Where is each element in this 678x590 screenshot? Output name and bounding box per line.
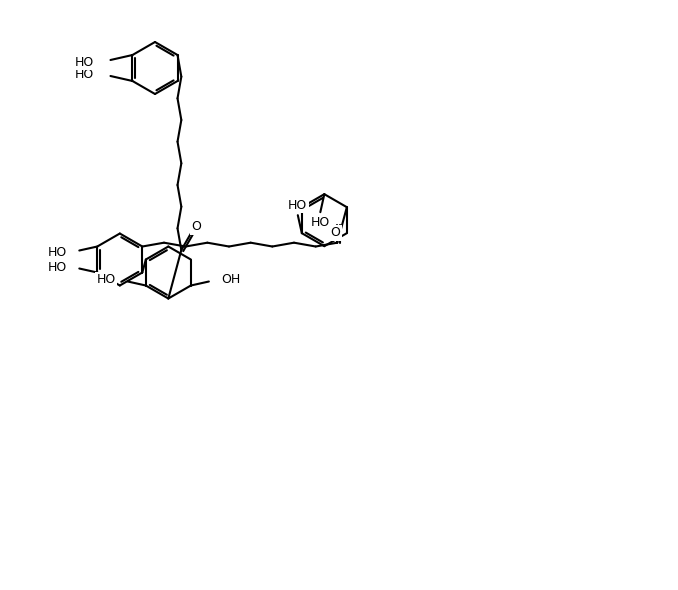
Text: HO: HO: [311, 216, 330, 229]
Text: OH: OH: [221, 273, 240, 286]
Text: HO: HO: [48, 246, 67, 259]
Text: O: O: [191, 220, 201, 233]
Text: HO: HO: [75, 55, 94, 68]
Text: O: O: [330, 226, 340, 239]
Text: HO: HO: [96, 273, 116, 286]
Text: HO: HO: [288, 199, 307, 212]
Text: HO: HO: [48, 261, 67, 274]
Text: HO: HO: [75, 67, 94, 80]
